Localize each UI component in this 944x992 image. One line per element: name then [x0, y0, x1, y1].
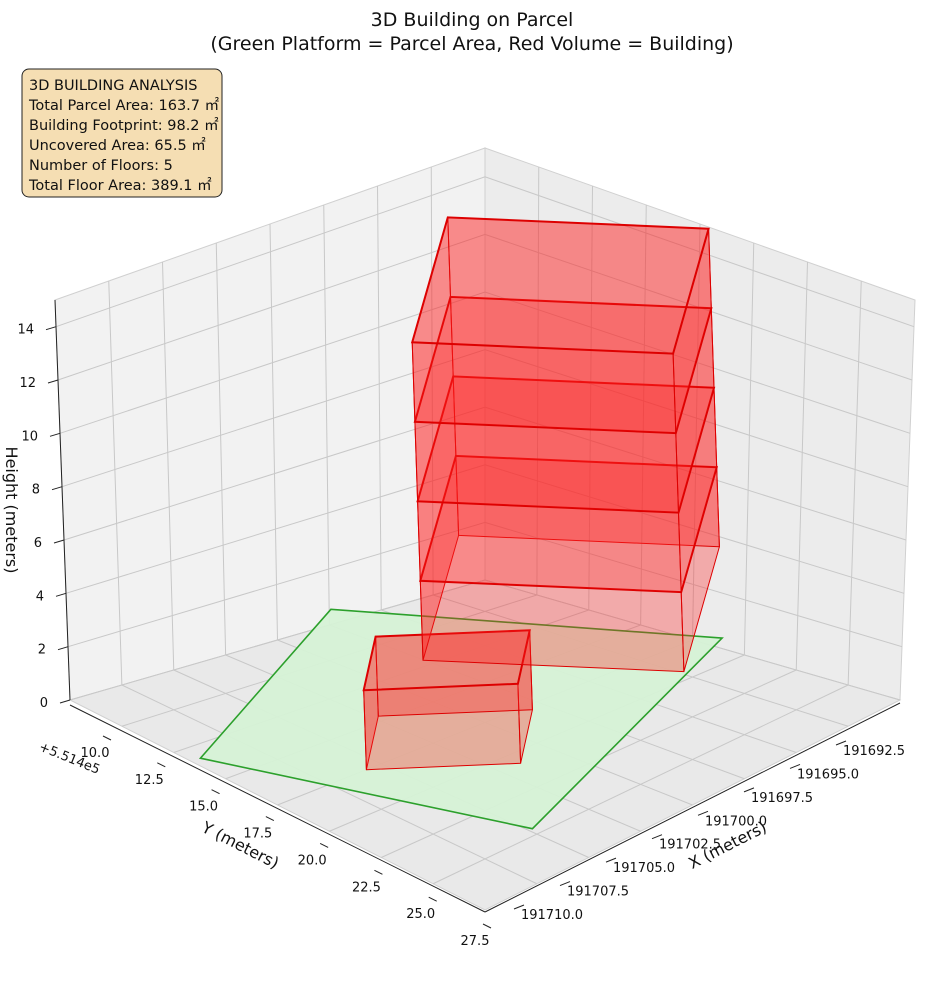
x-tick-label: 191702.5 — [659, 838, 721, 853]
parcel-platform — [198, 608, 724, 830]
z-tick-label: 4 — [36, 589, 44, 604]
gridline — [743, 242, 755, 656]
floor-slab-5 — [410, 216, 710, 355]
info-total-parcel-area: Total Parcel Area: 163.7 ㎡ — [28, 97, 220, 114]
gridline — [215, 242, 227, 656]
gridline — [65, 464, 905, 594]
building-wall-face — [411, 341, 677, 434]
z-tick-label: 12 — [19, 376, 36, 391]
x-tick-mark — [697, 810, 709, 816]
gridline — [269, 223, 278, 641]
gridline — [59, 291, 911, 434]
x-tick-label: 191705.0 — [613, 861, 675, 876]
y-tick-label: 17.5 — [243, 827, 272, 842]
y-tick-mark — [319, 842, 329, 848]
x-tick-mark — [835, 740, 847, 746]
y-tick-mark — [211, 789, 220, 795]
building-wall-face — [419, 580, 685, 673]
z-tick-label: 14 — [17, 323, 34, 338]
x-tick-label: 191697.5 — [751, 791, 813, 806]
gridline — [377, 185, 382, 611]
gridline — [430, 166, 434, 596]
z-tick-label: 8 — [32, 483, 40, 498]
chart-subtitle: (Green Platform = Parcel Area, Red Volum… — [210, 33, 733, 55]
y-tick-mark — [428, 896, 437, 902]
y-tick-label: 10.0 — [81, 746, 110, 761]
y-tick-label: 20.0 — [298, 853, 327, 868]
x-tick-mark — [651, 834, 663, 840]
y-axis-line — [69, 704, 486, 913]
info-number-of-floors: Number of Floors: 5 — [29, 158, 173, 174]
z-axis-line — [54, 299, 71, 701]
building-layer — [362, 216, 720, 771]
z-axis-label: Height (meters) — [2, 447, 21, 574]
x-axis-line — [484, 702, 901, 913]
building-wall-face — [417, 500, 682, 593]
y-axis-label: Y (meters) — [198, 817, 282, 872]
z-tick-label: 6 — [34, 536, 42, 551]
gridline — [432, 684, 849, 885]
z-tick-mark — [49, 432, 61, 437]
y-tick-mark — [374, 869, 383, 875]
x-axis-ticks: 191692.5 191695.0 191697.5 191700.0 191702.5… — [513, 740, 905, 923]
x-tick-mark — [743, 787, 755, 793]
info-building-footprint: Building Footprint: 98.2 ㎡ — [29, 117, 219, 134]
z-axis-ticks: 0 2 4 6 8 10 12 14 — [17, 323, 71, 711]
gridline — [55, 176, 915, 328]
x-tick-mark — [789, 763, 801, 769]
y-tick-label: 22.5 — [352, 880, 381, 895]
gridline — [640, 204, 647, 626]
info-box: 3D BUILDING ANALYSIS Total Parcel Area: … — [21, 68, 223, 198]
y-tick-mark — [482, 923, 492, 929]
z-tick-mark — [59, 699, 71, 704]
info-box-background — [21, 68, 223, 198]
x-tick-label: 191692.5 — [843, 744, 905, 759]
z-tick-mark — [55, 592, 67, 597]
gridline — [67, 521, 903, 648]
building-wall-face — [414, 421, 680, 514]
z-tick-mark — [45, 326, 57, 331]
gridline — [108, 280, 123, 686]
y-tick-label: 15.0 — [189, 800, 218, 815]
gridline — [795, 261, 808, 671]
x-tick-label: 191707.5 — [567, 885, 629, 900]
z-tick-label: 2 — [38, 643, 46, 658]
floor-slab-1 — [362, 629, 531, 692]
y-tick-mark — [102, 735, 112, 741]
z-tick-mark — [53, 539, 65, 544]
y-tick-mark — [265, 816, 275, 822]
z-tick-label: 10 — [21, 429, 38, 444]
x-tick-mark — [559, 881, 571, 887]
info-total-floor-area: Total Floor Area: 389.1 ㎡ — [28, 177, 212, 194]
z-tick-label: 0 — [40, 696, 48, 711]
info-uncovered-area: Uncovered Area: 65.5 ㎡ — [29, 137, 206, 154]
gridline — [63, 406, 907, 541]
gridline — [588, 185, 593, 611]
gridline — [162, 261, 175, 671]
y-tick-mark — [157, 762, 166, 768]
x-tick-label: 191710.0 — [521, 908, 583, 923]
gridline — [57, 233, 913, 381]
z-tick-mark — [51, 486, 63, 491]
y-tick-label: 27.5 — [461, 934, 490, 949]
z-tick-mark — [57, 646, 69, 651]
y-tick-label: 12.5 — [135, 773, 164, 788]
gridline — [323, 204, 330, 626]
chart-title: 3D Building on Parcel — [371, 9, 574, 31]
x-tick-mark — [605, 857, 617, 863]
x-tick-label: 191695.0 — [797, 767, 859, 782]
parcel-layer — [198, 608, 724, 830]
gridline — [69, 579, 901, 701]
y-tick-label: 25.0 — [406, 907, 435, 922]
z-tick-mark — [47, 379, 59, 384]
gridline — [847, 280, 862, 686]
gridline — [692, 223, 701, 641]
x-tick-label: 191700.0 — [705, 814, 767, 829]
gridline — [61, 349, 909, 488]
x-tick-mark — [513, 904, 525, 910]
info-box-heading: 3D BUILDING ANALYSIS — [29, 78, 197, 94]
y-axis-ticks: 10.0 12.5 15.0 17.5 20.0 22.5 25.0 27.5 — [81, 735, 492, 949]
